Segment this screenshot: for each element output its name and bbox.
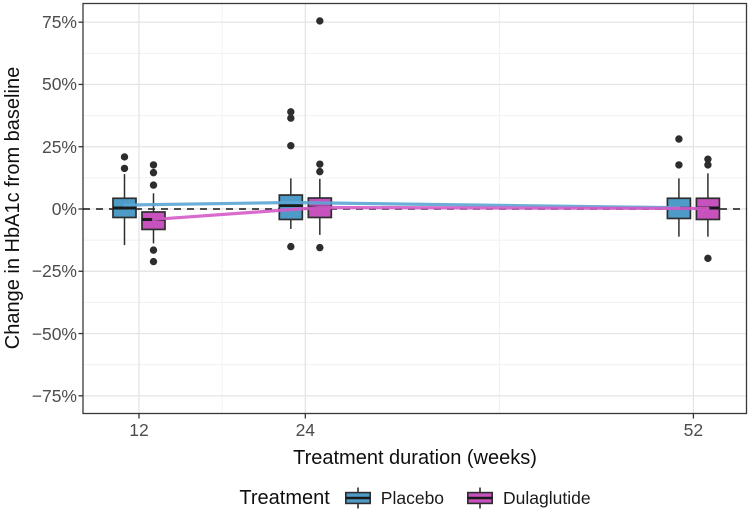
outlier-point [149,181,158,189]
outlier-point [287,114,295,122]
outlier-point [287,242,295,251]
boxplot-glyph-icon [344,487,371,509]
outlier-point [704,155,712,163]
outlier-point [316,243,324,252]
y-axis-title: Change in HbA1c from baseline [2,66,24,350]
x-axis-title: Treatment duration (weeks) [293,447,537,469]
y-tick-label: −25% [31,261,77,282]
outlier-point [149,257,158,266]
box-placebo [278,194,304,221]
x-tick-label: 52 [683,420,704,440]
x-tick-label: 12 [129,420,149,440]
outlier-point [287,142,295,150]
trend-line-placebo [122,200,681,210]
legend: Treatment Placebo Dulaglutide [83,486,747,510]
trend-line-dulaglutide [151,205,710,222]
y-tick-label: 0% [51,198,77,219]
legend-title: Treatment [239,486,330,509]
outlier-point [316,160,324,168]
outlier-point [149,161,158,169]
legend-entry-placebo: Placebo [344,486,444,510]
outlier-point [149,168,158,177]
outlier-point [704,254,712,263]
legend-label: Dulaglutide [503,487,591,508]
y-tick-label: 50% [41,74,77,95]
outlier-point [287,108,295,116]
outlier-point [675,135,683,143]
outlier-point [316,17,324,25]
x-tick-label: 24 [295,420,316,440]
legend-entry-dulaglutide: Dulaglutide [466,486,591,510]
outlier-point [120,153,129,161]
y-tick-label: −50% [31,323,77,344]
y-tick-label: 75% [41,12,77,33]
outlier-point [149,246,158,254]
y-tick-label: 25% [41,136,77,157]
boxplot-glyph-icon [467,487,494,509]
outlier-point [316,167,324,176]
outlier-point [120,164,129,173]
outlier-point [675,161,683,169]
y-tick-label: −75% [31,385,77,406]
outlier-point [704,161,712,169]
legend-label: Placebo [380,487,445,508]
